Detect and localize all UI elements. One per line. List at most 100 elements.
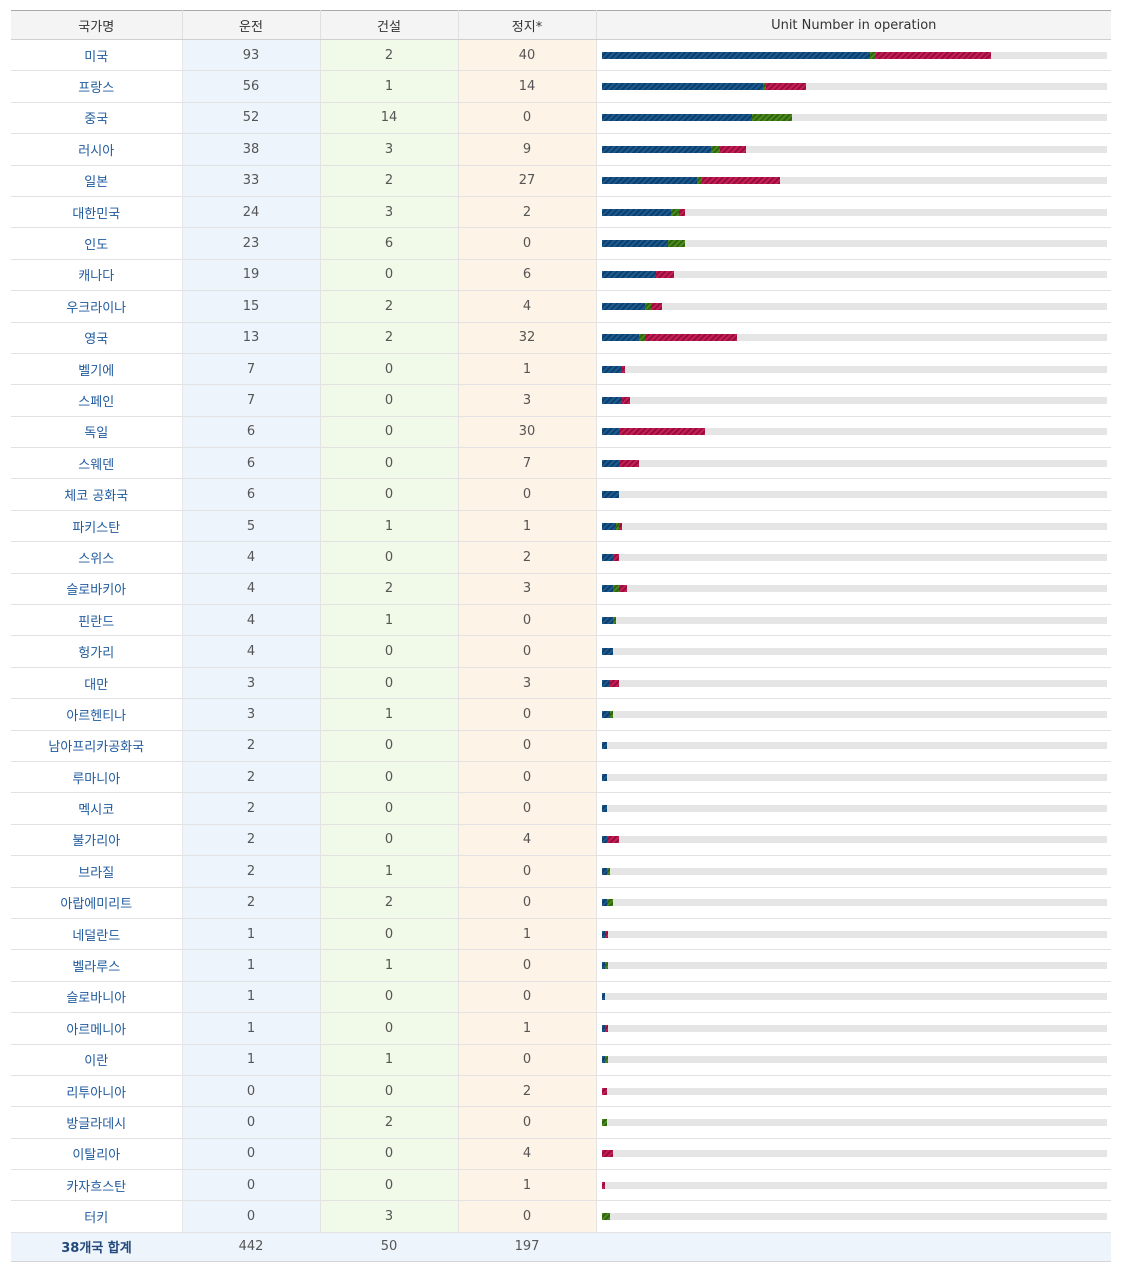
country-name: 핀란드 — [11, 604, 183, 637]
table-row: 스위스 4 0 2 — [11, 541, 1111, 574]
bar-segment-construction — [613, 585, 619, 593]
construction-count: 1 — [320, 510, 459, 543]
operation-count: 1 — [182, 981, 321, 1014]
operation-count: 2 — [182, 761, 321, 794]
bar-cell — [596, 227, 1111, 260]
bar-cell — [596, 1169, 1111, 1202]
country-name: 이란 — [11, 1044, 183, 1076]
table-row: 남아프리카공화국 2 0 0 — [11, 730, 1111, 762]
stopped-count: 0 — [458, 478, 597, 511]
construction-count: 2 — [320, 322, 459, 354]
bar-cell — [596, 1012, 1111, 1045]
construction-count: 0 — [320, 447, 459, 480]
bar-segment-construction — [607, 867, 611, 875]
table-row: 중국 52 14 0 — [11, 102, 1111, 135]
construction-count: 0 — [320, 981, 459, 1014]
table-row: 리투아니아 0 0 2 — [11, 1075, 1111, 1108]
country-name: 카자흐스탄 — [11, 1169, 183, 1202]
table-row: 인도 23 6 0 — [11, 227, 1111, 260]
bar-track — [601, 679, 1107, 687]
table-row: 러시아 38 3 9 — [11, 133, 1111, 166]
stopped-count: 1 — [458, 510, 597, 543]
bar-segment-operation — [601, 145, 712, 153]
bar-segment-construction — [615, 522, 619, 530]
construction-count: 0 — [320, 824, 459, 857]
operation-count: 2 — [182, 730, 321, 762]
bar-cell — [596, 290, 1111, 323]
bar-track — [601, 51, 1107, 59]
operation-count: 4 — [182, 635, 321, 668]
bar-track — [601, 1056, 1107, 1064]
bar-segment-stopped — [601, 1087, 608, 1095]
stopped-count: 0 — [458, 981, 597, 1014]
table-row: 대만 3 0 3 — [11, 667, 1111, 700]
table-row: 파키스탄 5 1 1 — [11, 510, 1111, 543]
construction-count: 2 — [320, 887, 459, 919]
construction-count: 0 — [320, 918, 459, 951]
stopped-count: 4 — [458, 1138, 597, 1171]
country-name: 대한민국 — [11, 196, 183, 229]
bar-segment-operation — [601, 522, 616, 530]
bar-segment-operation — [601, 930, 605, 938]
bar-segment-construction — [763, 83, 767, 91]
bar-track — [601, 491, 1107, 499]
stopped-count: 0 — [458, 604, 597, 637]
bar-track — [601, 1181, 1107, 1189]
country-name: 우크라이나 — [11, 290, 183, 323]
bar-segment-stopped — [621, 365, 625, 373]
construction-count: 0 — [320, 1012, 459, 1045]
header-chart-title: Unit Number in operation — [596, 10, 1111, 40]
operation-count: 1 — [182, 949, 321, 982]
construction-count: 0 — [320, 730, 459, 762]
construction-count: 0 — [320, 761, 459, 794]
bar-track — [601, 396, 1107, 404]
bar-track — [601, 710, 1107, 718]
bar-segment-operation — [601, 271, 657, 279]
country-name: 벨기에 — [11, 353, 183, 386]
table-row: 방글라데시 0 2 0 — [11, 1106, 1111, 1139]
table-header-row: 국가명 운전 건설 정지* Unit Number in operation — [11, 10, 1111, 40]
construction-count: 1 — [320, 1044, 459, 1076]
bar-segment-operation — [601, 302, 645, 310]
operation-count: 6 — [182, 478, 321, 511]
stopped-count: 0 — [458, 949, 597, 982]
construction-count: 3 — [320, 133, 459, 166]
bar-track — [601, 114, 1107, 122]
bar-cell — [596, 667, 1111, 700]
bar-track — [601, 805, 1107, 813]
operation-count: 33 — [182, 165, 321, 197]
total-row: 38개국 합계 442 50 197 — [11, 1232, 1111, 1262]
country-name: 아랍에미리트 — [11, 887, 183, 919]
country-name: 대만 — [11, 667, 183, 700]
bar-segment-stopped — [650, 302, 663, 310]
construction-count: 14 — [320, 102, 459, 135]
bar-cell — [596, 384, 1111, 417]
bar-cell — [596, 1106, 1111, 1139]
stopped-count: 0 — [458, 855, 597, 888]
bar-segment-stopped — [618, 428, 706, 436]
country-name: 리투아니아 — [11, 1075, 183, 1108]
stopped-count: 0 — [458, 792, 597, 825]
bar-segment-operation — [601, 962, 605, 970]
bar-track — [601, 1118, 1107, 1126]
bar-cell — [596, 635, 1111, 668]
stopped-count: 0 — [458, 698, 597, 731]
stopped-count: 0 — [458, 227, 597, 260]
table-row: 스페인 7 0 3 — [11, 384, 1111, 417]
table-row: 아르헨티나 3 1 0 — [11, 698, 1111, 731]
table-row: 터키 0 3 0 — [11, 1200, 1111, 1233]
stopped-count: 2 — [458, 1075, 597, 1108]
operation-count: 4 — [182, 604, 321, 637]
country-name: 방글라데시 — [11, 1106, 183, 1139]
bar-track — [601, 177, 1107, 185]
bar-cell — [596, 353, 1111, 386]
bar-segment-operation — [601, 616, 614, 624]
operation-count: 19 — [182, 259, 321, 292]
bar-cell — [596, 949, 1111, 982]
bar-track — [601, 302, 1107, 310]
stopped-count: 32 — [458, 322, 597, 354]
table-row: 스웨덴 6 0 7 — [11, 447, 1111, 480]
bar-track — [601, 585, 1107, 593]
construction-count: 0 — [320, 1169, 459, 1202]
operation-count: 2 — [182, 887, 321, 919]
